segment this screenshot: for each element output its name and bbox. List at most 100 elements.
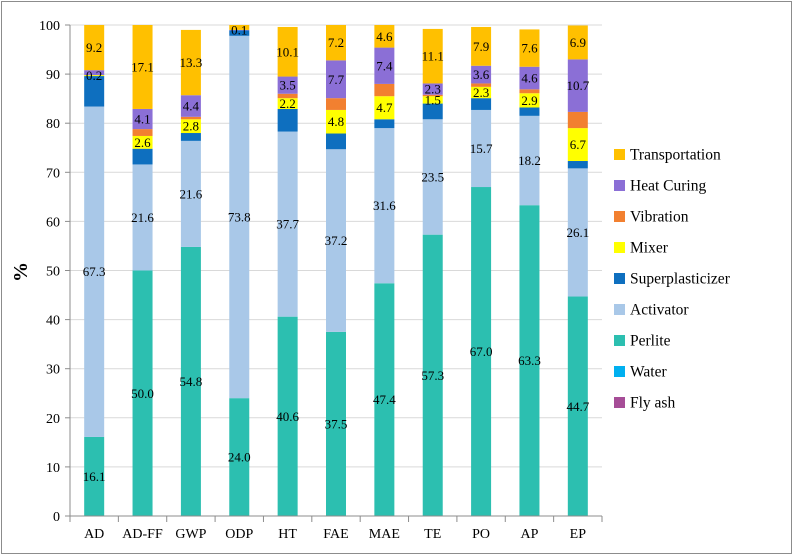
data-label: 16.1	[83, 469, 106, 484]
y-tick-label: 50	[46, 265, 60, 280]
data-label: 4.8	[328, 114, 344, 129]
y-tick-label: 0	[53, 510, 60, 525]
bar-segment	[567, 128, 588, 162]
legend-entry: Fly ash	[630, 395, 675, 412]
data-label: 7.9	[473, 39, 489, 54]
bar-segment	[132, 135, 153, 149]
data-label: 26.1	[566, 225, 589, 240]
bar-segment	[277, 76, 298, 94]
x-tick-label: MAE	[369, 527, 400, 542]
legend-swatch	[614, 304, 625, 315]
data-label: 50.0	[131, 386, 154, 401]
bar-segment	[84, 76, 105, 107]
data-label: 17.1	[131, 59, 154, 74]
data-label: 23.5	[421, 169, 444, 184]
bar-segment	[422, 28, 443, 84]
bar-segment	[471, 187, 492, 516]
x-tick-labels: AD AD-FF GWP ODP HT FAE MAE TE PO AP EP	[84, 527, 586, 542]
y-tick-label: 90	[46, 68, 60, 83]
legend-swatch	[614, 149, 625, 160]
data-label: 11.1	[422, 49, 444, 64]
data-label: 3.5	[280, 78, 296, 93]
axes	[65, 24, 603, 522]
bar-segment	[132, 25, 153, 109]
legend-entry: Activator	[630, 302, 689, 319]
data-label: 37.7	[276, 217, 299, 232]
x-tick-label: HT	[278, 527, 297, 542]
data-label: 57.3	[421, 368, 444, 383]
bar-segment	[567, 111, 588, 129]
x-tick-label: GWP	[175, 527, 206, 542]
bar-segment	[567, 161, 588, 169]
data-label: 7.7	[328, 72, 345, 87]
bar-segment	[132, 270, 153, 516]
legend-swatch	[614, 366, 625, 377]
data-label: 2.3	[425, 82, 441, 97]
data-label: 3.6	[473, 67, 490, 82]
bar-segment	[84, 106, 105, 437]
bar-segment	[374, 25, 395, 48]
data-label: 21.6	[180, 186, 203, 201]
bar-segment	[326, 60, 346, 99]
x-tick-label: PO	[472, 527, 490, 542]
y-tick-label: 80	[46, 117, 60, 132]
bar-segment	[132, 148, 153, 165]
data-label: 9.2	[86, 40, 102, 55]
bar-segment	[567, 168, 588, 297]
data-label: 4.6	[376, 29, 393, 44]
legend-entry: Transportation	[630, 147, 721, 164]
legend-swatch	[614, 180, 625, 191]
data-label: 21.6	[131, 210, 154, 225]
bar-segment	[422, 94, 443, 97]
data-label: 2.6	[134, 135, 151, 150]
x-tick-label: TE	[424, 527, 441, 542]
bar-segment	[84, 436, 105, 516]
bar-segment	[229, 25, 250, 30]
data-label: 6.9	[570, 35, 586, 50]
data-label: 2.8	[183, 119, 199, 134]
bar-segment	[374, 283, 395, 516]
bar-segment	[374, 47, 395, 84]
bar-segment	[132, 108, 153, 130]
bars	[84, 25, 588, 517]
y-tick-label: 30	[46, 363, 60, 378]
data-label: 10.1	[276, 44, 299, 59]
y-tick-label: 60	[46, 215, 60, 230]
bar-segment	[326, 25, 346, 61]
bar-segment	[326, 133, 346, 150]
bar-segment	[326, 98, 346, 110]
bar-segment	[471, 109, 492, 188]
legend-entry: Vibration	[630, 209, 689, 226]
data-label: 7.6	[521, 41, 538, 56]
data-label: 0.1	[231, 23, 247, 38]
data-label: 73.8	[228, 209, 251, 224]
bar-segment	[84, 25, 105, 71]
data-label: 1.5	[425, 92, 441, 107]
x-tick-label: EP	[570, 527, 587, 542]
data-label: 7.4	[376, 58, 393, 73]
data-label: 10.7	[566, 78, 589, 93]
legend-swatch	[614, 211, 625, 222]
bar-segment	[277, 26, 298, 77]
bar-segment	[567, 25, 588, 60]
bar-segment	[180, 95, 201, 117]
bar-segment	[180, 116, 201, 120]
bar-segment	[326, 149, 346, 332]
data-label: 13.3	[180, 55, 203, 70]
legend-entry: Superplasticizer	[630, 271, 731, 288]
bar-segment	[471, 26, 492, 66]
bar-segment	[471, 86, 492, 99]
legend: Transportation Heat Curing Vibration Mixer S…	[614, 147, 731, 412]
bar-segment	[519, 93, 540, 108]
data-label: 4.1	[134, 112, 150, 127]
bar-segment	[374, 83, 395, 97]
bar-segment	[567, 59, 588, 112]
data-label: 2.3	[473, 85, 489, 100]
data-label: 37.2	[325, 233, 348, 248]
legend-entry: Water	[630, 364, 667, 381]
data-label: 2.9	[521, 93, 537, 108]
data-label: 67.0	[470, 344, 493, 359]
bar-segment	[374, 119, 395, 129]
data-label: 0.2	[86, 68, 102, 83]
